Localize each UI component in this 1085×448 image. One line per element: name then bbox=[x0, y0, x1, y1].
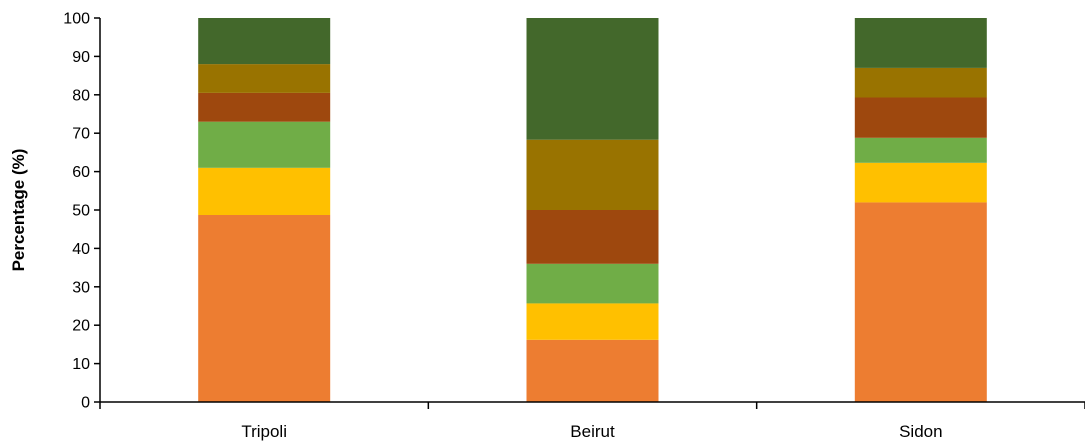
x-axis-ticks: Tripoli Beirut Sidon bbox=[99, 402, 1085, 441]
bar-segment-beirut-4 bbox=[526, 210, 659, 264]
y-axis-title: Percentage (%) bbox=[9, 149, 28, 272]
y-tick-label: 60 bbox=[72, 164, 90, 181]
y-axis-ticks: 0 10 20 30 40 50 60 70 80 90 100 bbox=[63, 11, 100, 412]
y-tick-label: 30 bbox=[72, 279, 90, 296]
y-tick-label: 100 bbox=[63, 11, 90, 28]
bar-segment-sidon-1 bbox=[854, 202, 987, 402]
y-tick-label: 20 bbox=[72, 318, 90, 335]
y-tick-label: 40 bbox=[72, 241, 90, 258]
bar-segment-beirut-6 bbox=[526, 18, 659, 140]
y-tick-label: 80 bbox=[72, 87, 90, 104]
bar-segment-sidon-3 bbox=[854, 137, 987, 163]
bar-segment-tripoli-1 bbox=[198, 215, 331, 402]
x-category-label: Tripoli bbox=[241, 422, 287, 441]
bar-segment-beirut-2 bbox=[526, 303, 659, 340]
bar-segment-beirut-1 bbox=[526, 339, 659, 402]
bar-segment-tripoli-6 bbox=[198, 18, 331, 65]
bar-segment-sidon-6 bbox=[854, 18, 987, 68]
bar-segment-tripoli-5 bbox=[198, 64, 331, 93]
y-tick-label: 70 bbox=[72, 126, 90, 143]
y-tick-label: 10 bbox=[72, 356, 90, 373]
bar-segment-sidon-5 bbox=[854, 67, 987, 98]
bar-segment-tripoli-3 bbox=[198, 121, 331, 168]
x-category-label: Sidon bbox=[899, 422, 942, 441]
bar-segment-beirut-3 bbox=[526, 263, 659, 304]
bars-group bbox=[198, 18, 987, 402]
y-tick-label: 90 bbox=[72, 49, 90, 66]
x-category-label: Beirut bbox=[570, 422, 615, 441]
bar-segment-sidon-4 bbox=[854, 97, 987, 138]
bar-segment-tripoli-2 bbox=[198, 167, 331, 215]
bar-segment-beirut-5 bbox=[526, 139, 659, 210]
bar-segment-tripoli-4 bbox=[198, 92, 331, 122]
y-tick-label: 50 bbox=[72, 203, 90, 220]
y-tick-label: 0 bbox=[81, 395, 90, 412]
bar-segment-sidon-2 bbox=[854, 162, 987, 203]
